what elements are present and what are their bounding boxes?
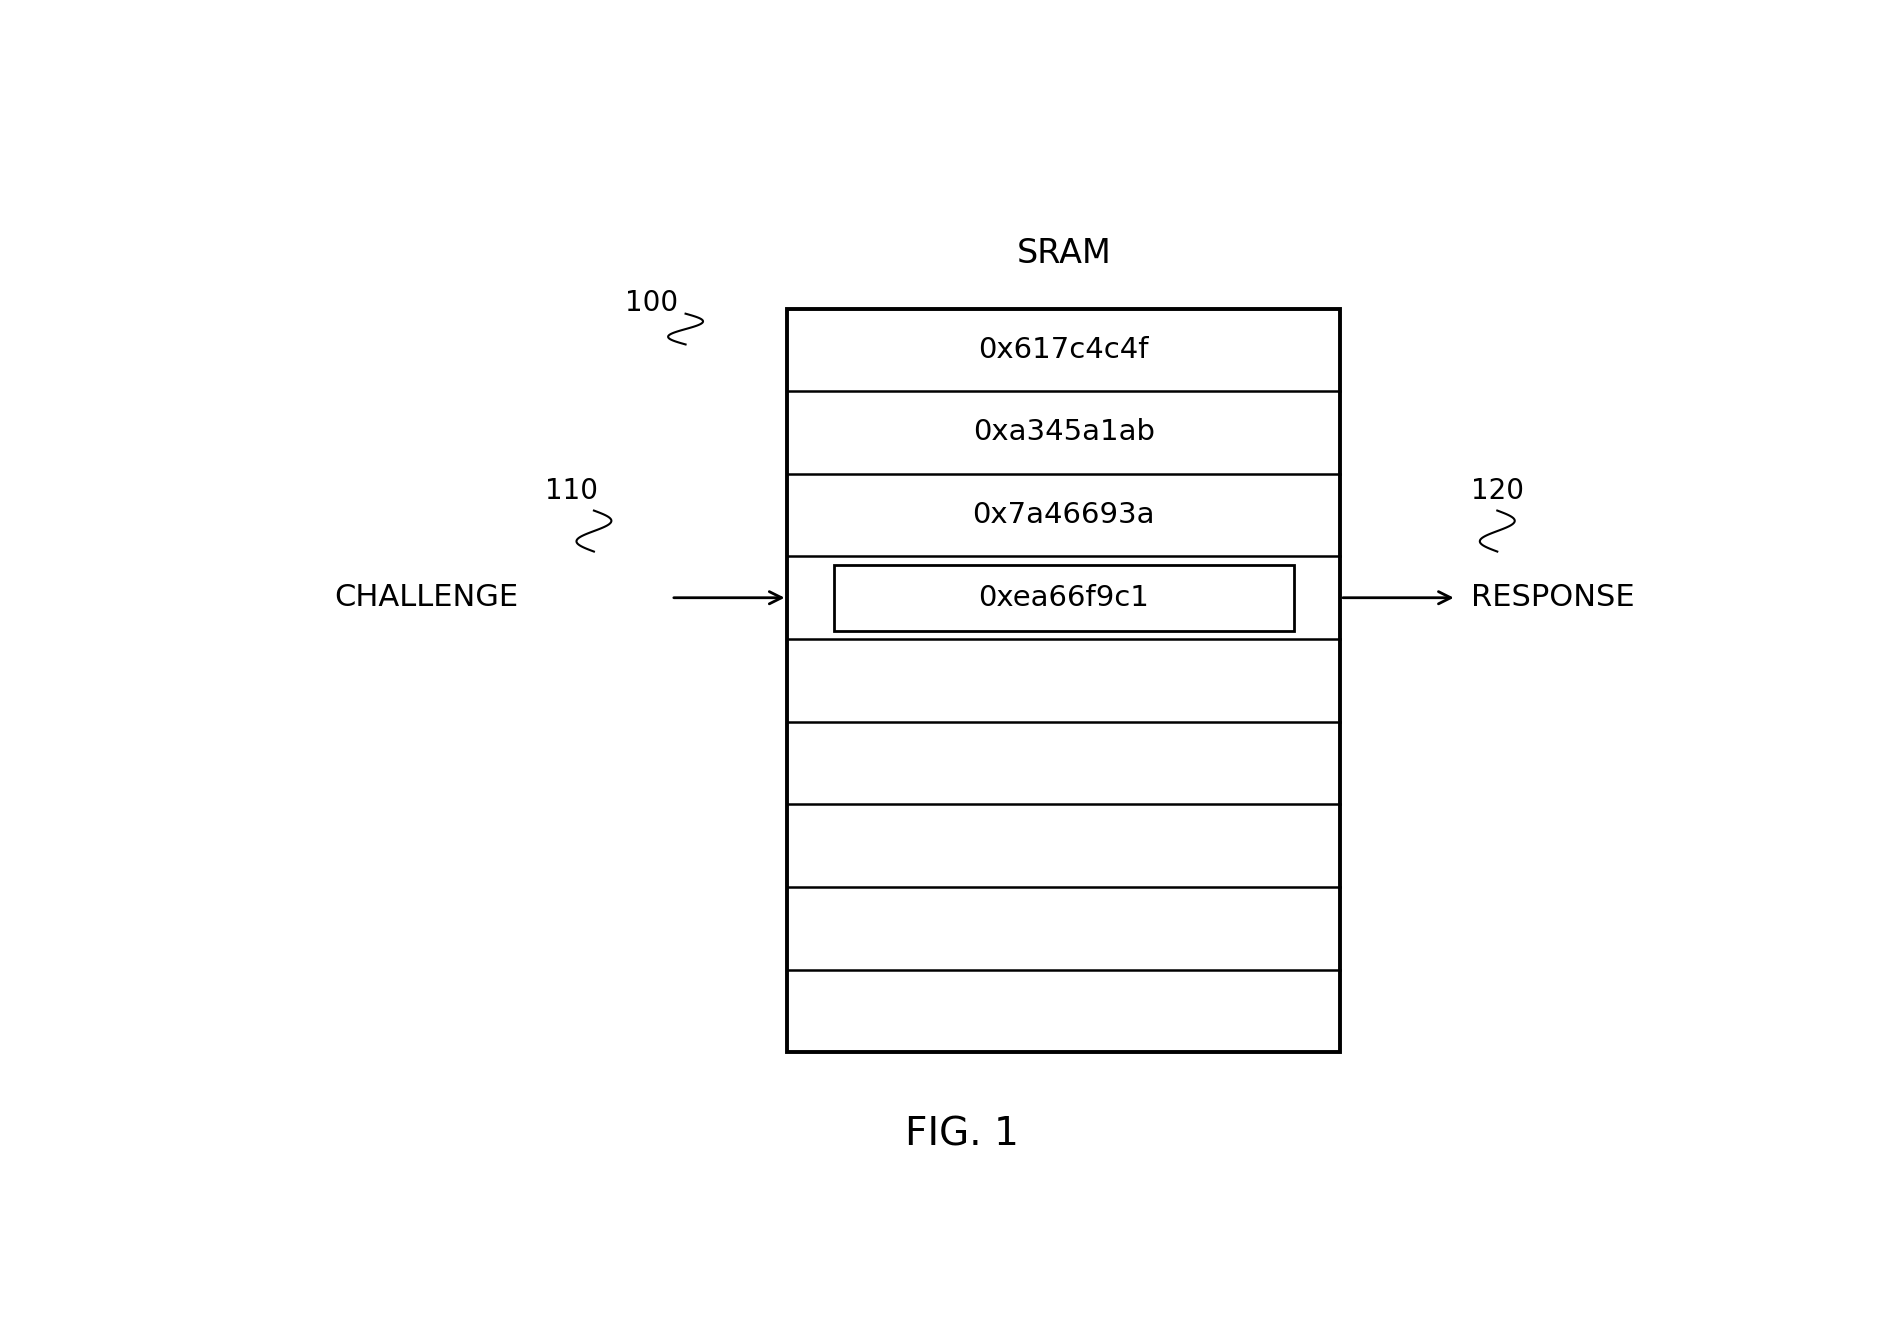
Text: 0x617c4c4f: 0x617c4c4f: [978, 336, 1149, 364]
Bar: [833, 565, 1293, 631]
Text: 100: 100: [625, 289, 678, 317]
Text: FIG. 1: FIG. 1: [905, 1115, 1019, 1154]
Text: CHALLENGE: CHALLENGE: [334, 583, 518, 613]
Text: 110: 110: [546, 477, 599, 505]
Bar: [786, 309, 1340, 1052]
Text: SRAM: SRAM: [1017, 237, 1111, 269]
Text: 0xea66f9c1: 0xea66f9c1: [978, 583, 1149, 611]
Text: 120: 120: [1472, 477, 1524, 505]
Text: RESPONSE: RESPONSE: [1472, 583, 1635, 613]
Text: 0x7a46693a: 0x7a46693a: [972, 501, 1154, 529]
Text: 0xa345a1ab: 0xa345a1ab: [972, 418, 1154, 446]
